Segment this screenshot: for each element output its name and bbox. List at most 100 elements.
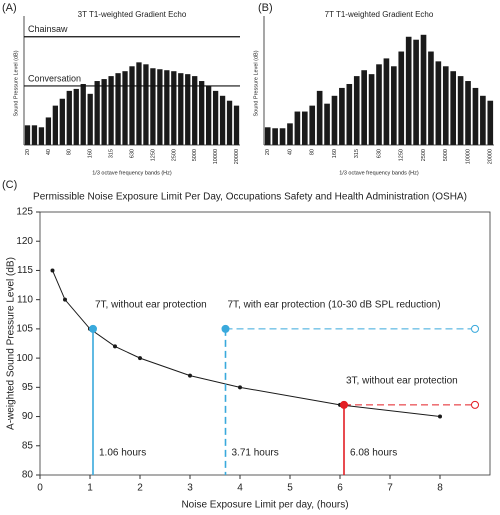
- bar: [108, 76, 114, 145]
- title: 7T T1-weighted Gradient Echo: [325, 10, 434, 19]
- bar: [391, 66, 397, 145]
- x-tick-label: 20: [265, 149, 271, 155]
- x-tick-label: 7: [387, 483, 393, 494]
- x-tick-label: 20000: [234, 149, 240, 164]
- data-point: [188, 373, 192, 378]
- reference-label: Chainsaw: [28, 24, 68, 34]
- bar: [115, 73, 121, 145]
- data-point: [438, 414, 442, 419]
- panel-label: (C): [2, 179, 17, 191]
- x-tick-label: 10000: [465, 149, 471, 164]
- x-tick-label: 5000: [192, 149, 198, 161]
- x-axis-label: Noise Exposure Limit per day, (hours): [181, 500, 348, 511]
- plot-frame: [39, 211, 491, 476]
- bar: [66, 90, 72, 145]
- x-tick-label: 40: [287, 149, 293, 155]
- data-line: [52, 270, 441, 418]
- reference-label: Conversation: [28, 73, 81, 83]
- x-tick-label: 80: [67, 149, 73, 155]
- bar: [442, 66, 449, 145]
- bar: [428, 51, 434, 145]
- y-axis-label: Sound Pressure Level (dB): [253, 50, 259, 116]
- bar: [405, 36, 412, 146]
- hours-label: 1.06 hours: [99, 448, 146, 459]
- x-tick-label: 1250: [399, 149, 405, 161]
- bar: [171, 71, 177, 145]
- bar: [457, 76, 464, 145]
- x-tick-label: 1250: [150, 149, 156, 161]
- bar: [272, 128, 278, 145]
- bar: [450, 71, 457, 145]
- bar: [122, 71, 128, 145]
- bar: [435, 61, 442, 145]
- x-tick-label: 0: [37, 483, 43, 494]
- bar: [136, 62, 142, 145]
- x-tick-label: 630: [129, 149, 135, 158]
- x-tick-label: 4: [237, 483, 243, 494]
- annotation: 7T, with ear protection (10-30 dB SPL re…: [228, 300, 441, 311]
- x-axis-label: 1/3 octave frequency bands (Hz): [92, 170, 172, 176]
- x-tick-label: 5: [287, 483, 293, 494]
- bar: [24, 125, 31, 145]
- bar: [73, 88, 79, 145]
- bar: [398, 51, 405, 145]
- bar: [205, 85, 212, 145]
- bar: [487, 100, 494, 145]
- bar: [279, 128, 286, 145]
- bar: [178, 73, 184, 145]
- bar: [353, 76, 360, 145]
- bar: [264, 127, 271, 145]
- bar: [143, 64, 149, 145]
- y-tick-label: 120: [16, 236, 33, 247]
- y-tick-label: 95: [22, 382, 34, 393]
- x-tick-label: 20: [25, 149, 31, 155]
- exposure-point: [221, 324, 230, 333]
- y-tick-label: 115: [17, 265, 33, 276]
- bar: [45, 117, 52, 145]
- bar: [52, 105, 59, 145]
- data-point: [113, 344, 117, 349]
- data-point: [138, 356, 142, 361]
- bar: [31, 125, 38, 145]
- bar: [129, 66, 135, 145]
- bar: [212, 90, 219, 145]
- bar: [199, 81, 205, 145]
- x-tick-label: 1: [87, 483, 93, 494]
- bar: [164, 70, 170, 145]
- x-tick-label: 20000: [488, 149, 494, 164]
- bar: [94, 81, 100, 145]
- x-tick-label: 6: [337, 483, 343, 494]
- bar: [368, 74, 375, 145]
- bar: [361, 70, 367, 145]
- title: 3T T1-weighted Gradient Echo: [78, 10, 187, 19]
- bar: [101, 79, 107, 145]
- y-tick-label: 105: [16, 324, 33, 335]
- bar: [324, 103, 330, 145]
- x-tick-label: 10000: [213, 149, 219, 164]
- x-tick-label: 315: [354, 149, 360, 158]
- bar: [38, 127, 45, 145]
- hours-label: 3.71 hours: [232, 448, 279, 459]
- x-tick-label: 3: [187, 483, 193, 494]
- bar: [59, 98, 65, 145]
- bar: [472, 87, 479, 145]
- y-tick-label: 85: [22, 440, 34, 451]
- bar: [233, 105, 240, 145]
- panel-label: (A): [2, 2, 17, 14]
- bar: [316, 90, 323, 145]
- bar: [87, 93, 93, 145]
- bar: [465, 81, 471, 145]
- x-tick-label: 630: [376, 149, 382, 158]
- bar: [226, 100, 233, 145]
- title: Permissible Noise Exposure Limit Per Day…: [33, 192, 467, 203]
- bar: [376, 64, 382, 145]
- bar: [346, 83, 353, 145]
- bar: [413, 39, 419, 145]
- data-point: [63, 297, 67, 302]
- x-tick-label: 40: [46, 149, 52, 155]
- annotation: 3T, without ear protection: [346, 376, 458, 387]
- bar: [383, 58, 390, 145]
- exposure-point: [89, 324, 97, 333]
- x-tick-label: 80: [310, 149, 316, 155]
